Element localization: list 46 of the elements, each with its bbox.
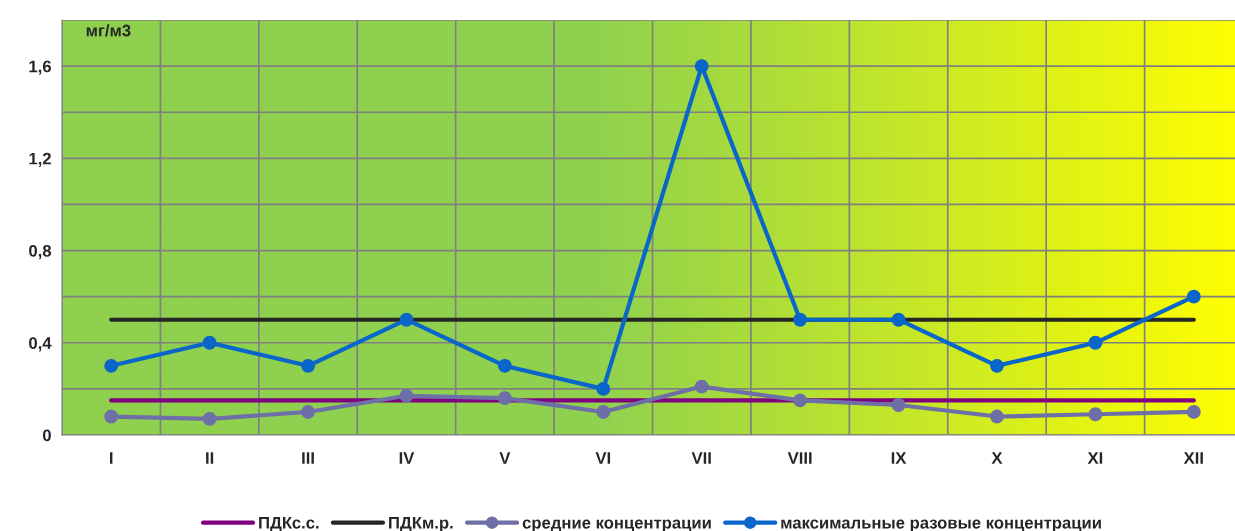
point (694, 379, 709, 394)
point (301, 358, 315, 373)
point (202, 411, 217, 426)
x-tick-label: III (302, 452, 314, 464)
point (793, 393, 808, 408)
point (1088, 407, 1103, 422)
point (399, 388, 414, 403)
point (990, 409, 1004, 424)
point (891, 312, 906, 327)
legend-label: ПДКс.с. (259, 517, 319, 531)
y-tick-label: 0,4 (29, 337, 52, 352)
x-tick-label: XII (1183, 452, 1203, 464)
x-tick-label: VII (691, 452, 711, 464)
point (202, 335, 217, 350)
x-tick-label: II (206, 452, 214, 464)
x-tick-label: IX (891, 452, 907, 464)
point (104, 358, 119, 373)
legend-label: средние концентрации (522, 519, 711, 531)
y-tick-label: 0 (42, 429, 51, 442)
point (1186, 404, 1201, 419)
point (990, 358, 1004, 373)
point (1088, 335, 1103, 350)
legend-label: максимальные разовые концентрации (781, 519, 1101, 531)
x-tick-label: XI (1087, 452, 1103, 464)
y-axis-title: мг/м3 (86, 24, 131, 37)
y-tick-label: 0,8 (29, 244, 52, 260)
x-tick-label: IV (399, 452, 415, 464)
point (399, 312, 414, 327)
x-tick-label: VI (595, 452, 611, 464)
point (694, 59, 709, 74)
point (596, 381, 611, 396)
point (497, 391, 512, 406)
point (596, 404, 611, 419)
point (891, 398, 906, 412)
legend-label: ПДКм.р. (389, 517, 453, 531)
x-tick-label: X (991, 452, 1003, 464)
point (301, 404, 315, 419)
point (497, 358, 512, 373)
x-tick-label: VIII (787, 452, 812, 464)
x-tick-label: I (110, 452, 113, 464)
point (104, 409, 119, 424)
y-tick-label: 1,6 (29, 60, 51, 75)
x-tick-label: V (499, 452, 511, 464)
y-tick-label: 1,2 (29, 152, 51, 167)
point (1186, 289, 1201, 304)
point (793, 312, 808, 327)
